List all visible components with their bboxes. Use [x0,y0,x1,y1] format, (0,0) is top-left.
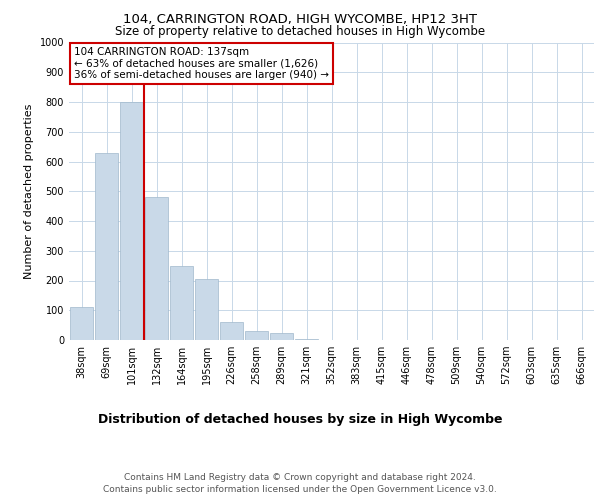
Text: 104 CARRINGTON ROAD: 137sqm
← 63% of detached houses are smaller (1,626)
36% of : 104 CARRINGTON ROAD: 137sqm ← 63% of det… [74,47,329,80]
Text: 104, CARRINGTON ROAD, HIGH WYCOMBE, HP12 3HT: 104, CARRINGTON ROAD, HIGH WYCOMBE, HP12… [123,12,477,26]
Bar [95,152,118,340]
Text: Contains HM Land Registry data © Crown copyright and database right 2024.: Contains HM Land Registry data © Crown c… [124,472,476,482]
Bar [270,332,293,340]
Bar [70,308,93,340]
Text: Size of property relative to detached houses in High Wycombe: Size of property relative to detached ho… [115,25,485,38]
Text: Contains public sector information licensed under the Open Government Licence v3: Contains public sector information licen… [103,485,497,494]
Bar [195,279,218,340]
Bar [245,331,268,340]
Bar [295,338,318,340]
Y-axis label: Number of detached properties: Number of detached properties [24,104,34,279]
Text: Distribution of detached houses by size in High Wycombe: Distribution of detached houses by size … [98,412,502,426]
Bar [170,266,193,340]
Bar [145,197,168,340]
Bar [220,322,243,340]
Bar [120,102,143,340]
